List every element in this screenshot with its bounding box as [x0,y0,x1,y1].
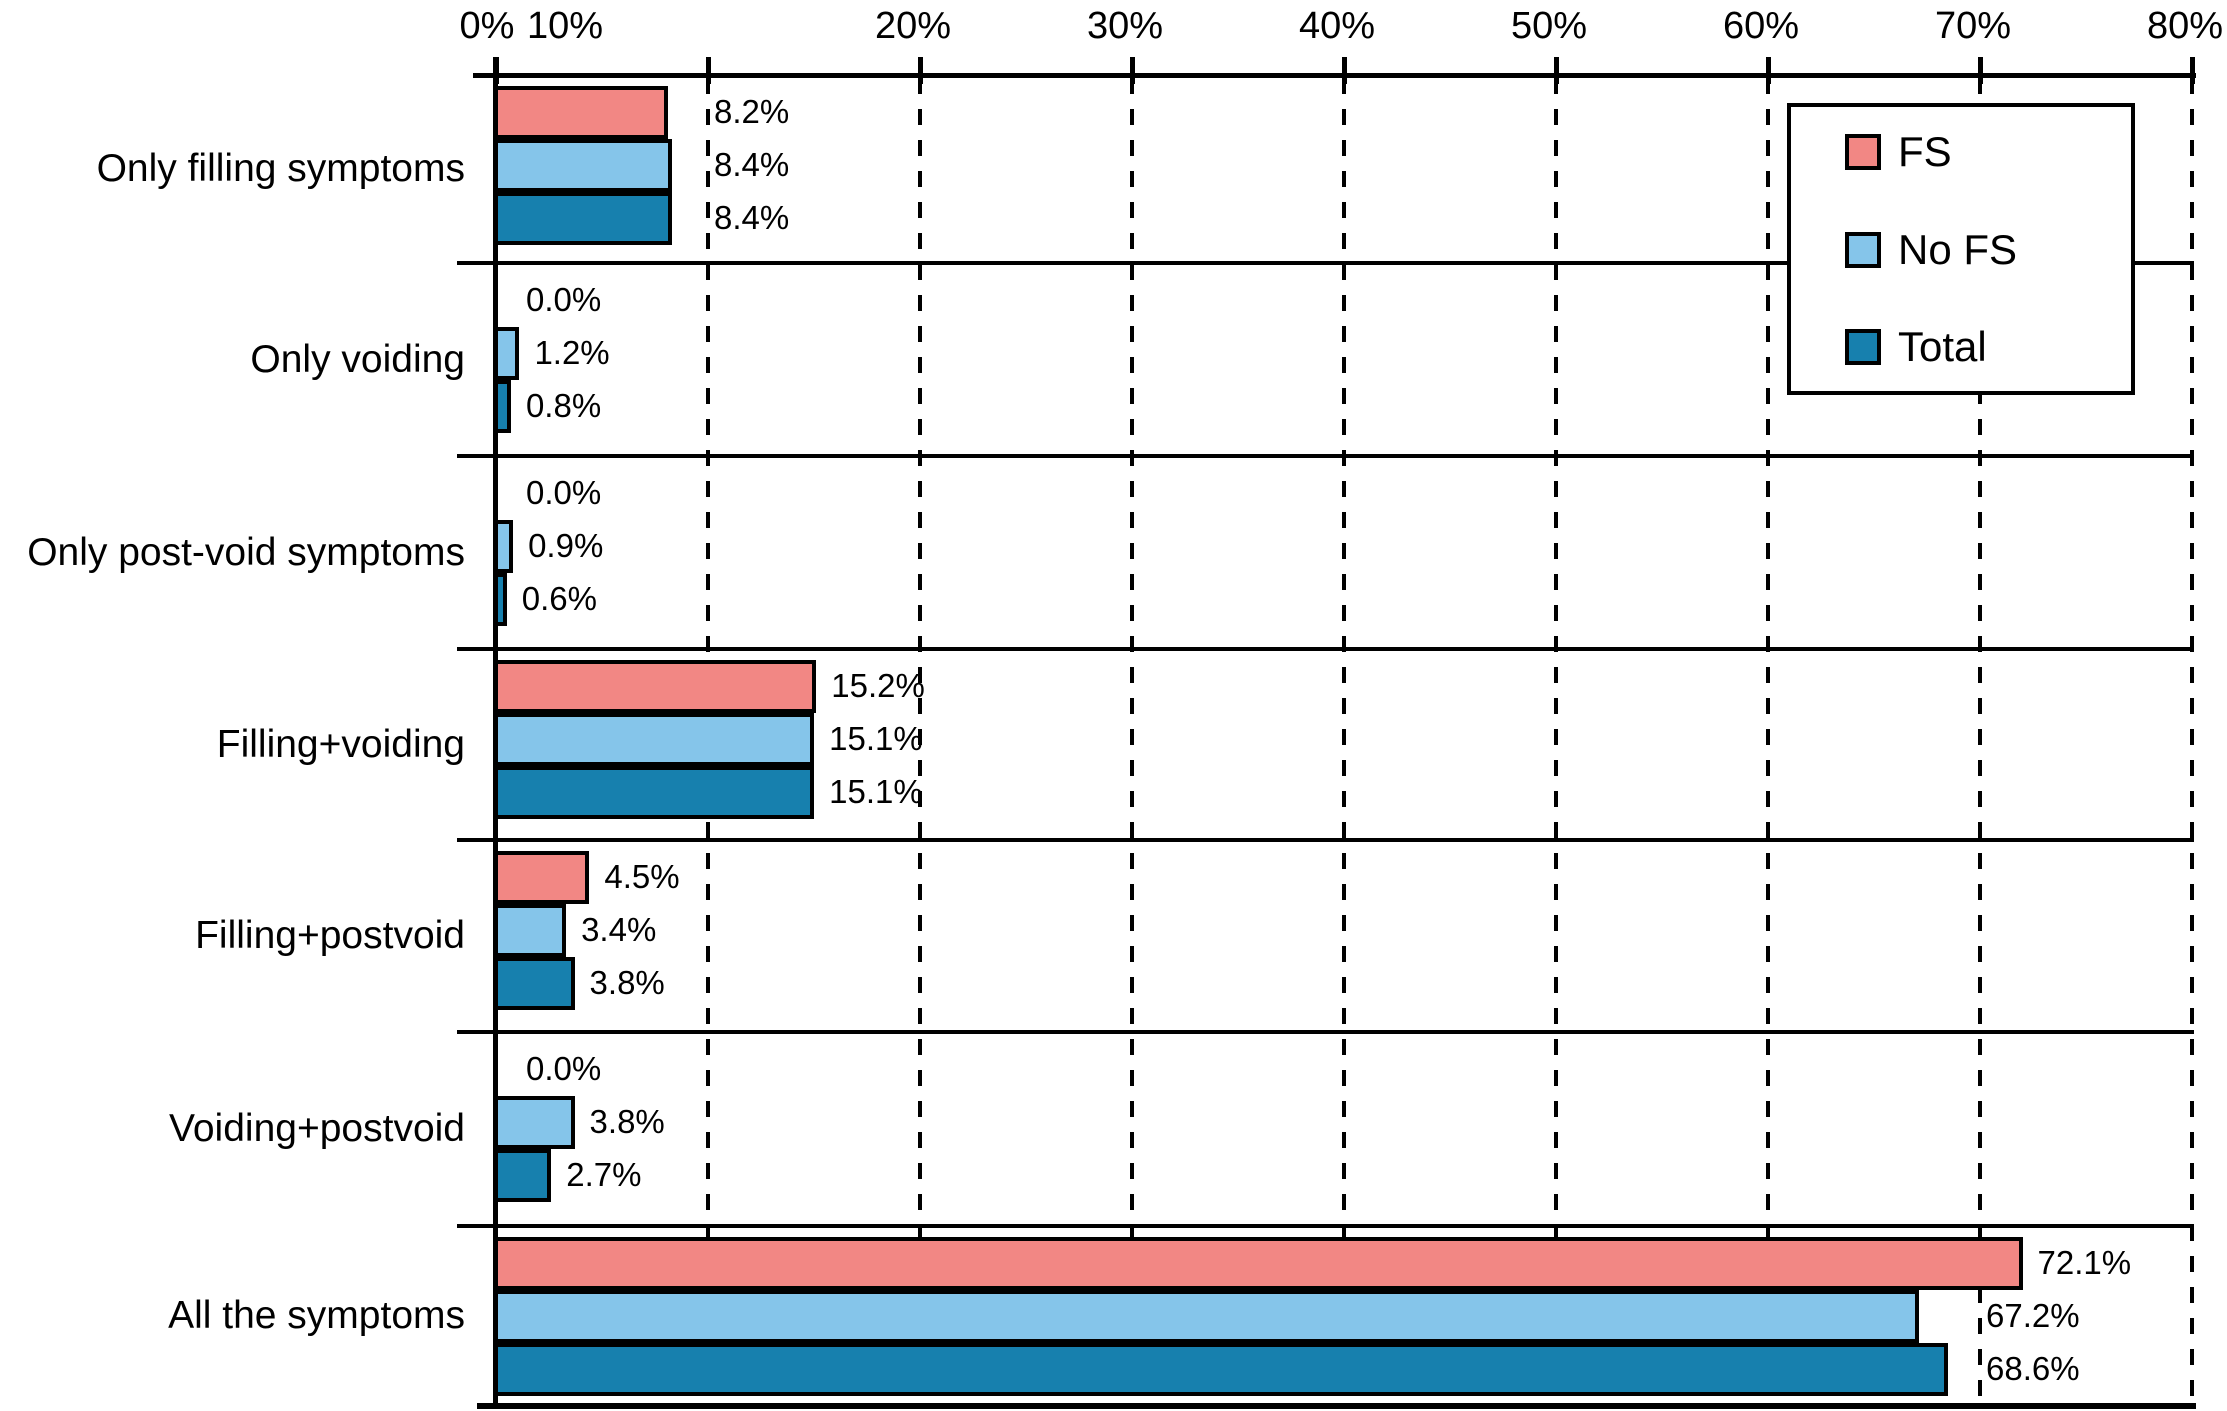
legend-swatch-no-fs [1845,232,1881,268]
gridline-20pct [918,78,922,1406]
value-label-total-only-voiding: 0.8% [525,387,602,424]
x-tick-20pct [918,57,923,84]
gridline-60pct [1766,78,1770,1406]
x-tick-70pct [1978,57,1983,84]
bar-fs-filling-voiding [494,660,816,713]
legend-swatch-total [1845,329,1881,365]
legend-label-total: Total [1898,323,1987,370]
bar-fs-filling-postvoid [494,851,589,904]
legend: FS No FS Total [1787,103,2135,395]
bar-total-all-the-symptoms [494,1343,1948,1396]
category-label-only-filling-symptoms: Only filling symptoms [96,147,465,190]
value-label-no-fs-only-filling-symptoms: 8.4% [714,146,790,183]
legend-label-no-fs: No FS [1898,226,2018,273]
value-label-fs-only-filling-symptoms: 8.2% [714,93,790,130]
category-label-filling-postvoid: Filling+postvoid [195,914,465,957]
x-tick-label-40pct: 40% [1298,5,1376,47]
value-label-total-filling-postvoid: 3.8% [589,964,665,1001]
value-label-total-only-post-void-symptoms: 0.6% [521,580,597,617]
value-label-no-fs-all-the-symptoms: 67.2% [1986,1297,2080,1334]
value-label-no-fs-filling-postvoid: 3.4% [581,911,657,948]
bottom-axis-line [477,1403,2196,1409]
bar-no-fs-filling-postvoid [494,904,566,957]
bar-no-fs-voiding-postvoid [494,1096,575,1149]
x-tick-80pct [2190,57,2195,84]
x-tick-label-20pct: 20% [874,5,952,47]
row-separator [457,647,2194,651]
bar-no-fs-all-the-symptoms [494,1290,1919,1343]
value-label-fs-all-the-symptoms: 72.1% [2037,1244,2132,1281]
x-tick-label-60pct: 60% [1722,5,1800,47]
row-separator [457,261,2194,265]
value-label-total-all-the-symptoms: 68.6% [1986,1350,2080,1387]
bar-no-fs-filling-voiding [494,713,814,766]
value-label-fs-filling-voiding: 15.2% [831,667,925,704]
x-tick-60pct [1766,57,1771,84]
value-label-no-fs-only-voiding: 1.2% [534,334,610,371]
category-label-all-the-symptoms: All the symptoms [168,1294,465,1337]
legend-label-fs: FS [1898,128,1952,175]
gridline-70pct [1978,78,1982,1406]
bar-fs-all-the-symptoms [494,1237,2023,1290]
bar-total-filling-postvoid [494,957,575,1010]
x-tick-label-70pct: 70% [1934,5,2012,47]
category-label-filling-voiding: Filling+voiding [216,722,465,766]
x-tick-50pct [1554,57,1559,84]
value-label-no-fs-voiding-postvoid: 3.8% [589,1103,665,1140]
category-label-only-post-void-symptoms: Only post-void symptoms [27,530,465,574]
value-label-fs-filling-postvoid: 4.5% [604,858,680,895]
row-separator [457,1224,2194,1228]
value-label-no-fs-filling-voiding: 15.1% [829,720,923,757]
bar-no-fs-only-filling-symptoms [494,139,672,192]
x-tick-10pct [706,57,711,84]
value-label-fs-only-post-void-symptoms: 0.0% [526,474,602,511]
value-label-total-voiding-postvoid: 2.7% [566,1156,642,1193]
gridline-40pct [1342,78,1346,1406]
gridline-30pct [1130,78,1134,1406]
gridline-80pct [2190,78,2194,1406]
value-label-total-filling-voiding: 15.1% [829,773,923,810]
x-tick-label-50pct: 50% [1510,5,1588,47]
row-separator [457,1030,2194,1034]
value-label-no-fs-only-post-void-symptoms: 0.9% [528,527,604,564]
x-axis-line [473,73,2196,78]
x-tick-label-30pct: 30% [1086,5,1164,47]
bar-total-voiding-postvoid [494,1149,551,1202]
category-label-only-voiding: Only voiding [250,337,465,381]
legend-swatch-fs [1845,134,1881,170]
x-tick-label-10pct: 10% [526,5,604,47]
x-tick-40pct [1342,57,1347,84]
bar-total-only-filling-symptoms [494,192,672,245]
category-label-voiding-postvoid: Voiding+postvoid [169,1107,465,1150]
bar-fs-only-filling-symptoms [494,86,668,139]
bar-total-filling-voiding [494,766,814,819]
value-label-fs-voiding-postvoid: 0.0% [526,1050,602,1087]
row-separator [457,838,2194,842]
value-label-total-only-filling-symptoms: 8.4% [714,199,790,236]
value-label-fs-only-voiding: 0.0% [526,281,602,318]
row-separator [457,454,2194,458]
x-tick-30pct [1130,57,1135,84]
gridline-50pct [1554,78,1558,1406]
x-tick-label-80pct: 80% [2146,5,2224,47]
x-tick-0pct [494,57,499,84]
y-axis-line [493,57,498,1406]
x-tick-label-0pct: 0% [459,5,515,47]
